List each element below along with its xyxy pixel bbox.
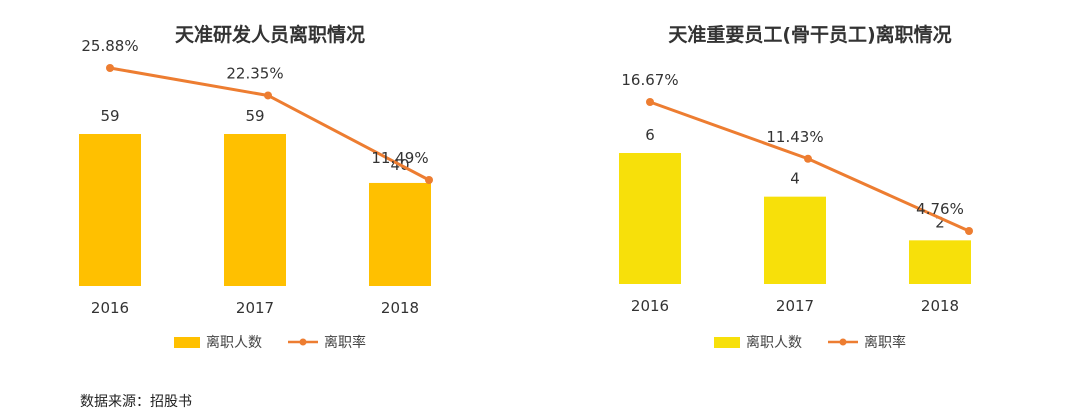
rate-point [804,154,812,163]
chart-title: 天准重要员工(骨干员工)离职情况 [668,24,952,46]
legend-line-swatch [828,338,858,346]
legend-bar-swatch [714,336,740,348]
rate-value-label: 11.43% [766,128,823,146]
legend-item-line: 离职率 [288,332,366,352]
bar-value-label: 59 [100,107,119,125]
legend-label: 离职人数 [206,335,262,351]
bar-value-label: 2 [935,213,945,231]
legend: 离职人数 离职率 [40,332,500,352]
x-tick-label: 2018 [921,297,959,315]
bar-value-label: 59 [245,107,264,125]
bar [79,134,141,286]
rate-value-label: 16.67% [621,71,678,89]
rate-point [425,176,433,184]
legend-label: 离职率 [864,335,906,351]
rate-point [106,64,114,72]
legend-item-bars: 离职人数 [174,332,262,352]
bar-value-label: 4 [790,170,800,188]
legend-item-bars: 离职人数 [714,332,802,352]
rate-value-label: 4.76% [916,200,964,218]
bar [619,153,681,284]
legend-item-line: 离职率 [828,332,906,352]
legend-bar-swatch [174,336,200,348]
legend-label: 离职率 [324,335,366,351]
x-tick-label: 2017 [776,297,814,315]
legend-line-swatch [288,338,318,346]
chart-key-staff-turnover: 天准重要员工(骨干员工)离职情况 6 2016 4 2017 2 2018 16.67% 11… [580,0,1040,370]
legend-label: 离职人数 [746,335,802,351]
rate-value-label: 22.35% [226,64,283,82]
rate-value-label: 25.88% [81,37,138,55]
chart-title: 天准研发人员离职情况 [174,24,365,46]
x-tick-label: 2016 [91,299,129,317]
rate-point [646,98,654,106]
legend: 离职人数 离职率 [580,332,1040,352]
plot-area: 6 2016 4 2017 2 2018 16.67% 11.43% 4.76% [619,71,973,315]
bar [224,134,286,286]
x-tick-label: 2017 [236,299,274,317]
bar [764,196,826,284]
chart-rd-turnover: 天准研发人员离职情况 59 2016 59 2017 40 2018 25.88% 22.35… [40,0,500,370]
bar [909,240,971,284]
rate-value-label: 11.49% [371,149,428,167]
rate-point [264,91,272,100]
x-tick-label: 2018 [381,299,419,317]
rate-point [965,227,973,235]
bar-value-label: 6 [645,126,655,144]
x-tick-label: 2016 [631,297,669,315]
bar [369,182,431,286]
data-source-note: 数据来源：招股书 [80,394,192,410]
